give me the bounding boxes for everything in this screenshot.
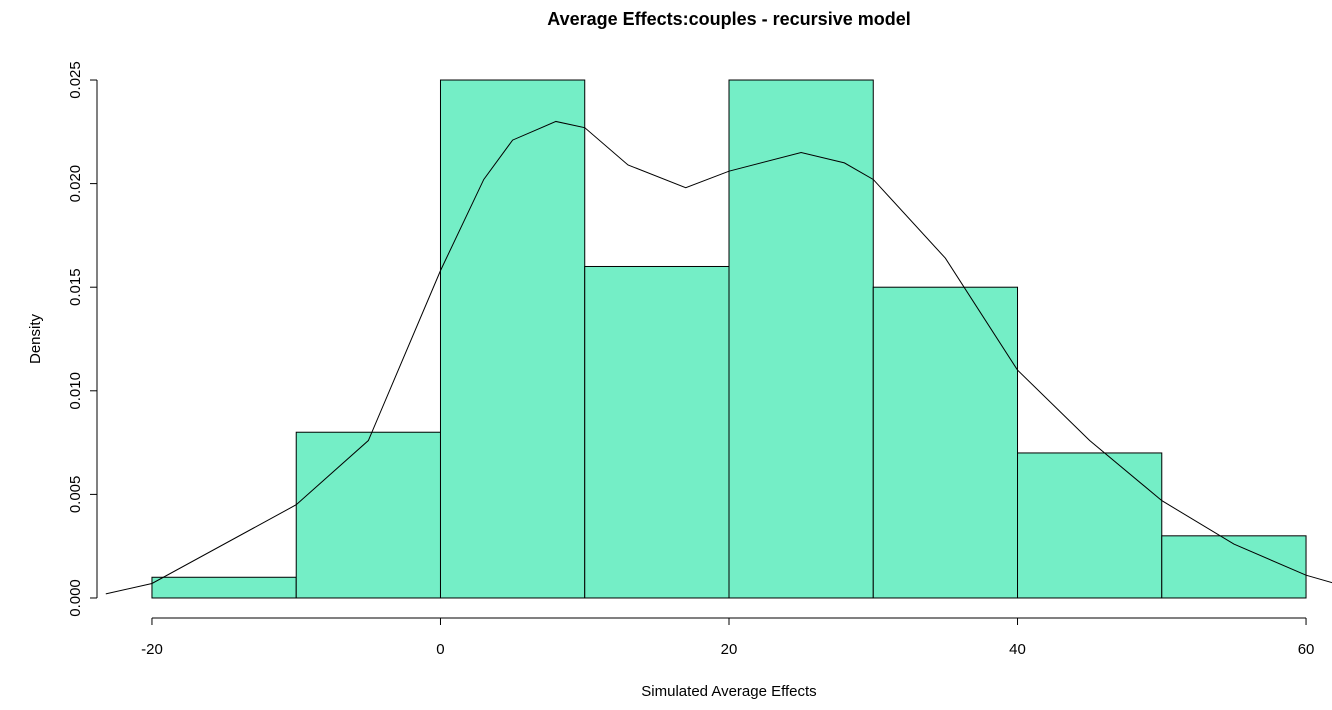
y-tick-label: 0.000 [67,579,84,617]
bar [295,431,441,599]
bar [1017,452,1163,599]
bar [151,576,297,599]
y-axis-label: Density [27,313,44,364]
x-tick-label: 40 [1009,641,1026,658]
density-curve [105,120,1332,595]
chart-title: Average Effects:couples - recursive mode… [547,9,910,29]
bar [728,79,874,599]
y-tick-label: 0.015 [67,268,84,306]
y-tick-label: 0.020 [67,165,84,203]
x-tick-label: -20 [141,641,163,658]
x-tick-label: 60 [1298,641,1315,658]
x-tick-label: 0 [436,641,444,658]
bar [1161,535,1307,599]
x-tick-label: 20 [721,641,738,658]
y-tick-label: 0.005 [67,476,84,514]
bar [439,79,586,599]
x-axis-label: Simulated Average Effects [641,683,816,700]
y-tick-label: 0.010 [67,372,84,410]
y-tick-label: 0.025 [67,61,84,99]
bar [584,265,730,599]
bar [872,286,1019,599]
